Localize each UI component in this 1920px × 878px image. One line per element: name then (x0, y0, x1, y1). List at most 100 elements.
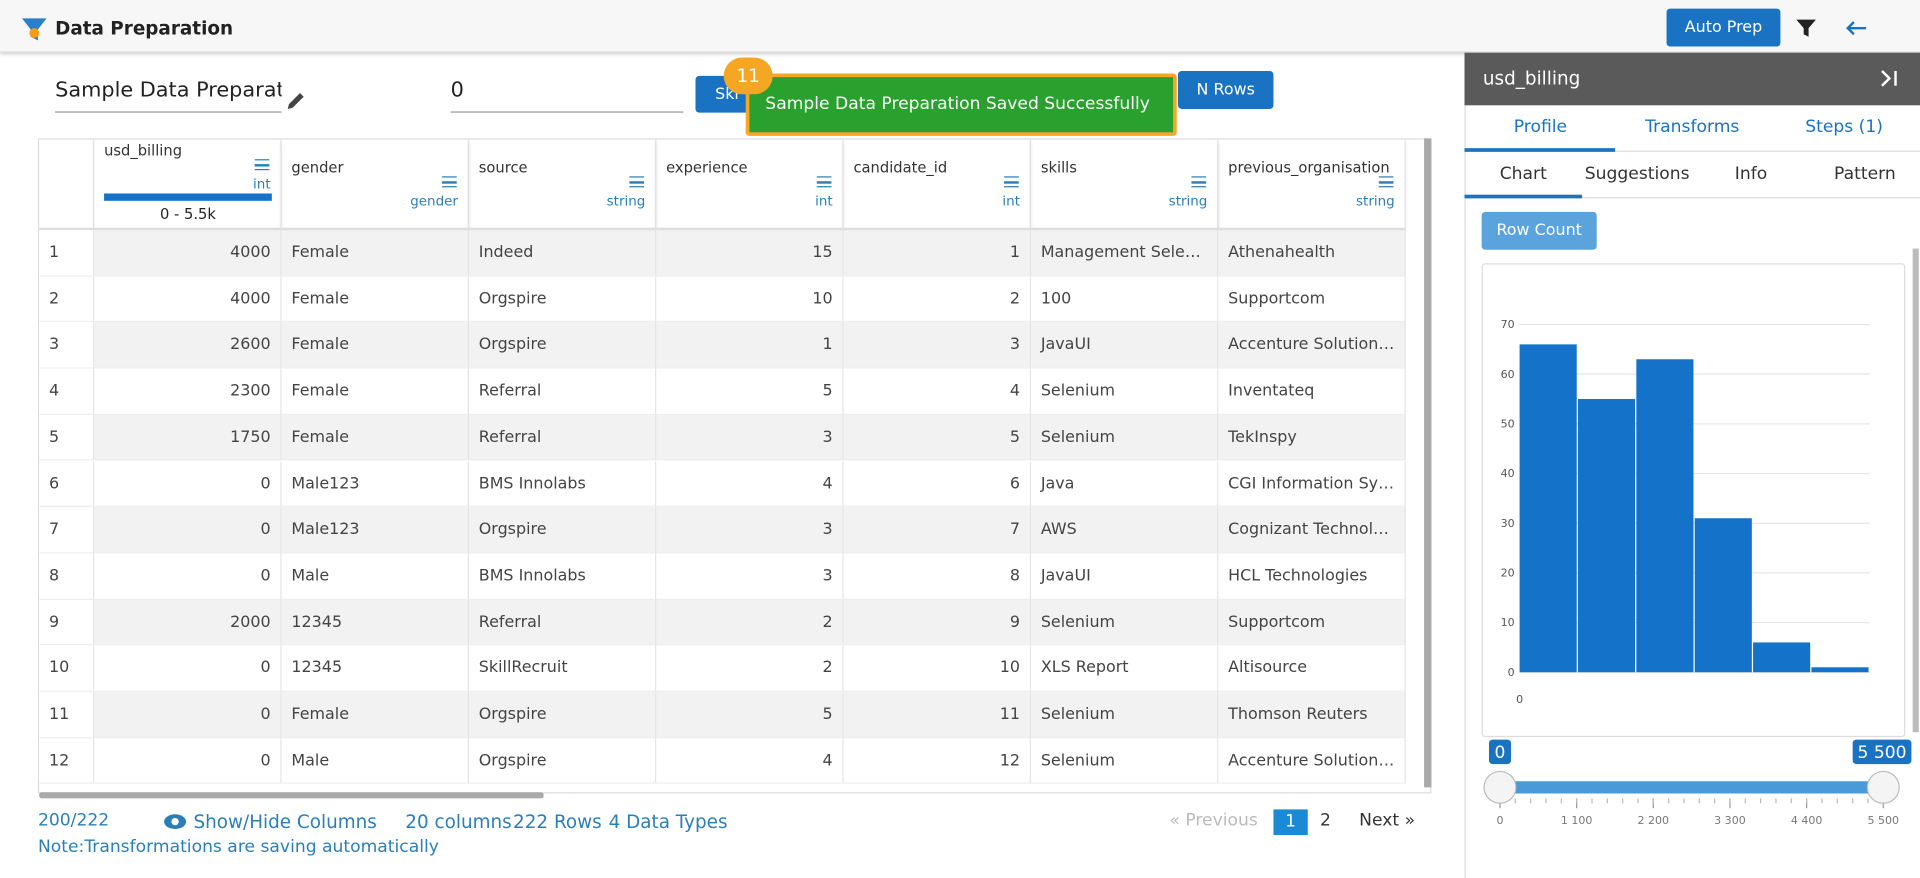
next-page[interactable]: Next » (1359, 810, 1416, 831)
cell-value: 1750 (94, 414, 282, 462)
cell-value: Selenium (1031, 737, 1219, 785)
column-menu[interactable] (1378, 176, 1394, 188)
column-menu[interactable] (1191, 176, 1207, 188)
eye-icon (164, 814, 187, 829)
h-scrollbar[interactable] (39, 792, 544, 799)
cell-value: TekInspy (1218, 414, 1406, 462)
cell-value: 5 (843, 414, 1032, 462)
panel-subtab[interactable]: Chart (1499, 164, 1547, 184)
show-hide-columns[interactable]: Show/Hide Columns (193, 810, 377, 833)
cell-value: 0 (94, 691, 282, 738)
cell-value: Accenture Solutions Pvt Ltd (1218, 322, 1406, 369)
column-type: string (1168, 193, 1208, 210)
column-menu[interactable] (629, 176, 645, 188)
cell-value: 0 (94, 461, 282, 508)
auto-prep-button[interactable]: Auto Prep (1666, 8, 1781, 47)
column-header: experience int (656, 139, 844, 231)
row-index: 12 (39, 737, 95, 785)
back-icon[interactable] (1844, 17, 1868, 39)
filter-icon[interactable] (1795, 17, 1817, 39)
menu-line (254, 164, 270, 166)
cell-value: 5 (656, 691, 844, 738)
columns-count: 20 columns (405, 810, 512, 833)
cell-value: BMS Innolabs (468, 461, 657, 508)
menu-line (1004, 181, 1019, 184)
edit-icon[interactable] (284, 88, 308, 112)
cell-value: HCL Technologies (1218, 553, 1406, 600)
previous-page[interactable]: « Previous (1169, 810, 1258, 831)
panel-tab[interactable]: Transforms (1645, 117, 1740, 138)
cell-value: 2300 (94, 368, 282, 415)
cell-value: Thomson Reuters (1218, 691, 1406, 738)
types-count: 4 Data Types (608, 810, 728, 833)
cell-value: Orgspire (468, 322, 657, 369)
cell-value: Orgspire (468, 691, 657, 738)
row-index: 2 (39, 276, 95, 323)
cell-value: Referral (468, 368, 657, 415)
cell-value: 3 (843, 322, 1032, 369)
cell-value: Referral (468, 414, 657, 462)
cell-value: Male123 (281, 461, 469, 508)
cell-value: 3 (656, 507, 844, 554)
subtab-divider (1464, 197, 1920, 199)
cell-value: Selenium (1031, 368, 1219, 415)
cell-value: Altisource (1218, 645, 1406, 692)
page-2[interactable]: 2 (1320, 810, 1331, 831)
cell-value: Orgspire (468, 507, 657, 554)
cell-value: 15 (656, 230, 844, 277)
menu-line (816, 181, 832, 184)
panel-tab[interactable]: Profile (1513, 117, 1568, 138)
cell-value: Accenture Solutions Pvt Ltd (1218, 737, 1406, 785)
v-scrollbar[interactable] (1424, 138, 1432, 788)
panel-title: usd_billing (1464, 52, 1920, 106)
panel-subtab[interactable]: Pattern (1834, 164, 1896, 184)
name-text: Sample Data Preparation (55, 78, 282, 103)
cell-value: 7 (843, 507, 1032, 554)
row-count-button[interactable]: Row Count (1481, 211, 1597, 250)
cell-value: Female (281, 691, 469, 738)
column-menu[interactable] (442, 176, 457, 188)
name-input[interactable]: Sample Data Preparation (55, 78, 282, 113)
cell-value: Female (281, 322, 469, 369)
cell-value: 6 (843, 461, 1032, 508)
column-menu[interactable] (1004, 176, 1019, 188)
cell-value: 1 (656, 322, 844, 369)
cell-value: Male (281, 553, 469, 600)
n-rows-button[interactable]: N Rows (1177, 71, 1274, 109)
cell-value: 4000 (94, 276, 282, 323)
cell-value: 9 (843, 599, 1032, 646)
cell-value: CGI Information Systems (1218, 461, 1406, 508)
row-index: 9 (39, 599, 95, 646)
rows-input[interactable]: 0 (450, 78, 684, 113)
column-name: gender (291, 159, 344, 177)
row-index: 8 (39, 553, 95, 600)
cell-value: Supportcom (1218, 599, 1406, 646)
top-bar (0, 0, 1920, 53)
column-type: string (606, 193, 646, 210)
cell-value: 3 (656, 553, 844, 600)
cell-value: Orgspire (468, 276, 657, 323)
panel-tab[interactable]: Steps (1) (1805, 117, 1883, 138)
rows-count: 222 Rows (513, 810, 602, 833)
cell-value: 2 (656, 599, 844, 646)
column-name: previous_organisation (1228, 159, 1390, 177)
cell-value: 4 (656, 737, 844, 785)
cell-value: 4000 (94, 230, 282, 277)
page-1[interactable]: 1 (1273, 809, 1308, 836)
row-index: 10 (39, 645, 95, 692)
column-name: source (478, 159, 528, 177)
panel-subtab[interactable]: Info (1734, 164, 1768, 184)
cell-value: 4 (656, 461, 844, 508)
column-menu[interactable] (816, 176, 832, 188)
collapse-icon[interactable] (1880, 69, 1900, 89)
cell-value: Selenium (1031, 691, 1219, 738)
row-count: 200/222 (37, 810, 110, 831)
panel-subtab[interactable]: Suggestions (1584, 164, 1690, 184)
column-header: source string (468, 139, 657, 231)
column-menu[interactable] (254, 159, 270, 171)
cell-value: 1 (843, 230, 1032, 277)
row-index: 3 (39, 322, 95, 369)
panel-scrollbar[interactable] (1912, 248, 1919, 733)
